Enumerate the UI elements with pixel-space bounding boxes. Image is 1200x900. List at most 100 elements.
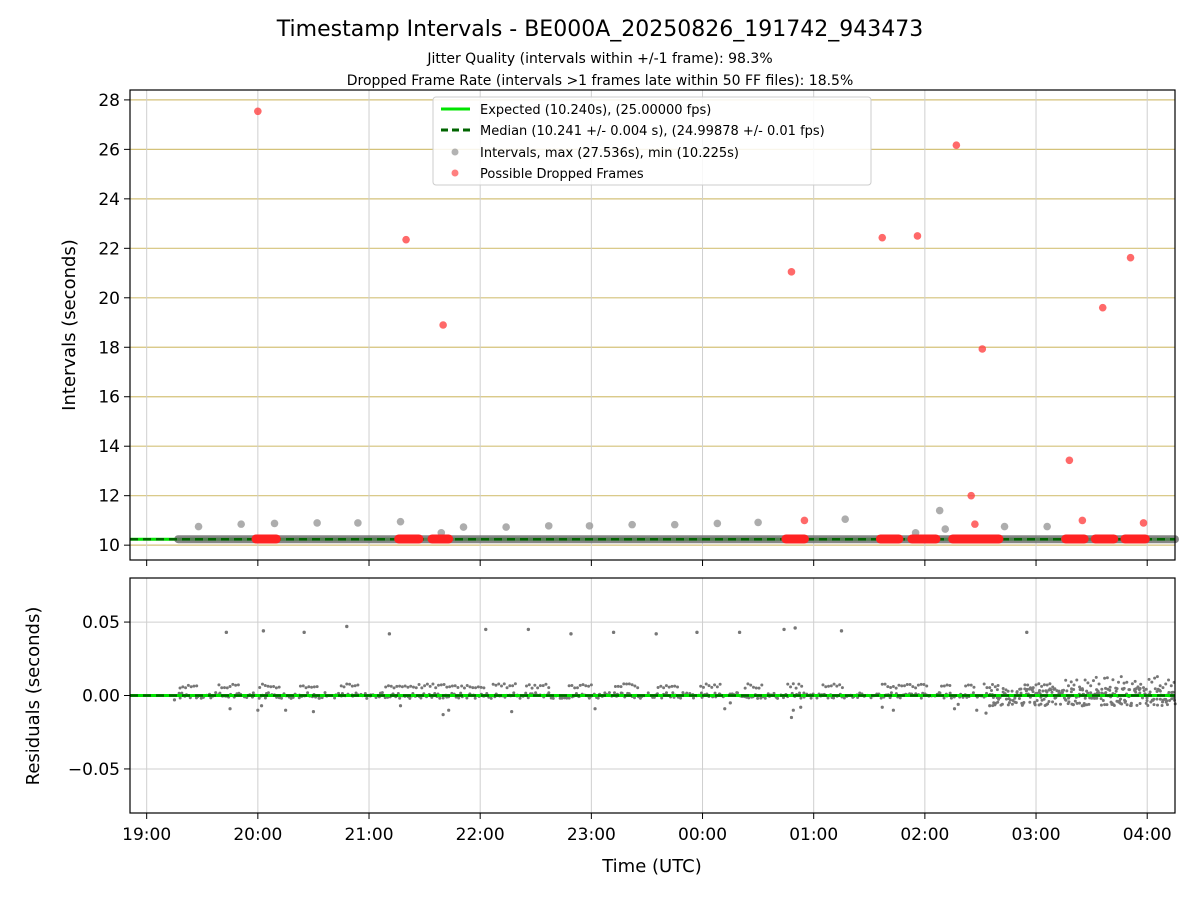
residual-point	[1138, 691, 1142, 695]
residual-point	[298, 684, 302, 688]
residual-point	[1001, 690, 1005, 694]
residual-point	[508, 684, 512, 688]
residual-point	[1142, 689, 1146, 693]
residual-point	[676, 685, 680, 689]
residual-point	[1091, 679, 1095, 683]
residual-point	[919, 696, 923, 700]
residual-point	[940, 684, 944, 688]
residual-point	[1119, 675, 1123, 679]
residual-point	[354, 691, 358, 695]
residual-point	[1124, 699, 1128, 703]
residual-point	[462, 686, 466, 690]
dropped-frame-point	[978, 345, 987, 353]
residual-point	[225, 686, 229, 690]
residual-point	[925, 684, 929, 688]
residual-point	[178, 686, 182, 690]
residual-point	[380, 691, 384, 695]
residual-point	[1010, 702, 1014, 706]
x-tick-label: 21:00	[345, 825, 394, 845]
residual-point	[1147, 677, 1151, 681]
residual-point	[551, 696, 555, 700]
x-axis-label: Time (UTC)	[601, 856, 702, 877]
residual-point	[1150, 680, 1154, 684]
residual-outlier-point	[737, 630, 742, 635]
residual-outlier-point	[611, 630, 616, 635]
residual-point	[342, 685, 346, 689]
interval-point	[585, 522, 594, 530]
residual-outlier-point	[654, 632, 658, 636]
residual-point	[310, 685, 314, 689]
residual-point	[256, 708, 260, 712]
residual-point	[345, 682, 349, 686]
residual-point	[489, 696, 493, 700]
residual-point	[1004, 688, 1008, 692]
residual-point	[1017, 697, 1021, 701]
bottom-y-tick-label: 0.05	[82, 613, 120, 633]
residual-point	[699, 684, 703, 688]
residual-point	[627, 682, 631, 686]
residual-point	[1167, 678, 1171, 682]
residual-point	[942, 684, 946, 688]
residual-point	[1135, 703, 1139, 707]
residual-point	[630, 683, 634, 687]
residual-point	[570, 684, 574, 688]
residual-point	[829, 684, 833, 688]
x-tick-label: 01:00	[789, 825, 838, 845]
chart-title: Timestamp Intervals - BE000A_20250826_19…	[276, 17, 923, 42]
residual-point	[659, 684, 663, 688]
interval-point	[237, 520, 245, 528]
residual-point	[1044, 703, 1048, 707]
residual-point	[993, 685, 997, 689]
residual-point	[985, 686, 989, 690]
residual-point	[384, 685, 388, 689]
residual-point	[220, 686, 224, 690]
residual-point	[1121, 687, 1125, 691]
residual-point	[776, 696, 780, 700]
interval-point	[1043, 522, 1051, 531]
residual-point	[996, 683, 1000, 687]
residual-point	[491, 682, 495, 686]
residual-point	[1161, 686, 1165, 690]
residual-point	[186, 683, 190, 687]
residual-point	[547, 686, 551, 690]
residual-point	[251, 691, 255, 695]
interval-point	[754, 518, 762, 527]
residual-point	[1023, 683, 1027, 687]
residual-point	[441, 696, 445, 700]
residual-point	[474, 686, 478, 690]
residual-point	[476, 685, 480, 689]
legend-median-label: Median (10.241 +/- 0.004 s), (24.99878 +…	[480, 124, 825, 139]
x-tick-label: 00:00	[678, 825, 727, 845]
residual-point	[456, 686, 460, 690]
residual-point	[560, 696, 564, 700]
residual-point	[1034, 683, 1038, 687]
residual-point	[1086, 681, 1090, 685]
residual-point	[842, 696, 846, 700]
interval-point	[396, 517, 405, 526]
residual-point	[1099, 697, 1103, 701]
residual-point	[747, 696, 751, 700]
residual-point	[897, 683, 901, 687]
residual-point	[908, 683, 912, 687]
residual-point	[1145, 696, 1149, 700]
residual-point	[389, 684, 393, 688]
top-y-tick-label: 16	[98, 388, 120, 408]
residual-point	[1144, 687, 1148, 691]
residual-point	[625, 682, 629, 686]
residual-point	[1072, 683, 1076, 687]
residual-point	[972, 685, 976, 689]
interval-point	[459, 523, 468, 531]
residual-point	[938, 691, 942, 695]
residual-point	[880, 682, 884, 686]
residual-point	[1139, 682, 1143, 686]
residual-point	[1010, 689, 1014, 693]
residual-point	[1114, 686, 1118, 690]
residual-point	[1038, 688, 1042, 692]
residual-point	[534, 691, 538, 695]
dropped-frame-point	[800, 516, 809, 525]
residual-outlier-point	[261, 629, 266, 633]
residual-point	[573, 686, 577, 690]
residual-point	[898, 696, 902, 700]
residual-point	[1069, 680, 1073, 684]
residual-point	[1160, 703, 1164, 707]
